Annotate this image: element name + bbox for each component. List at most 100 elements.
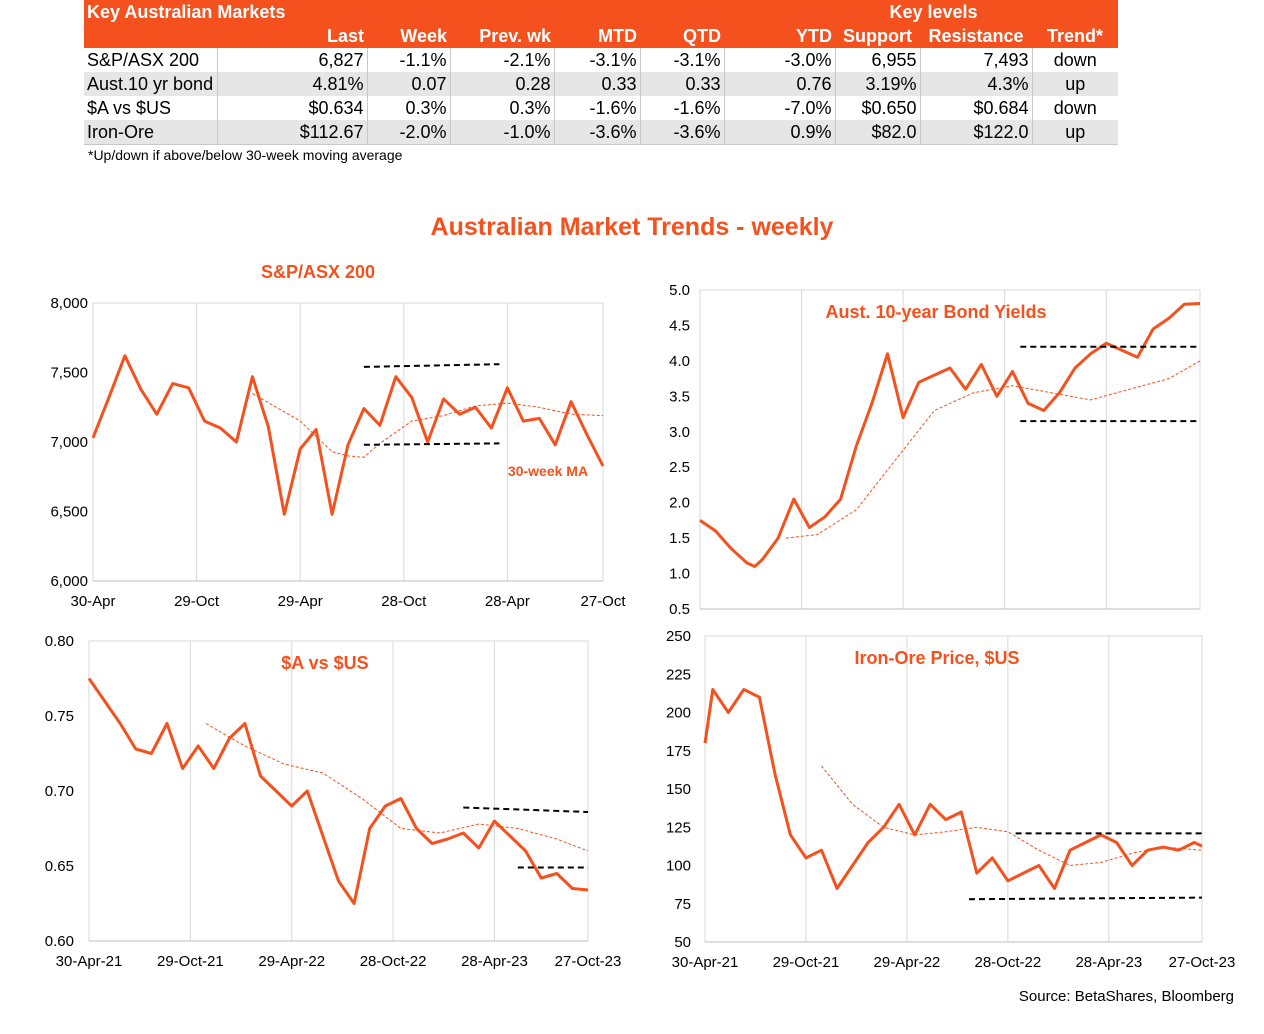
source-note: Source: BetaShares, Bloomberg <box>1018 988 1234 1005</box>
y-tick-label: 2.5 <box>669 459 690 476</box>
x-tick-label: 30-Apr-21 <box>56 953 123 970</box>
chart-2: 0.60 0.65 0.70 0.75 0.80 30-Apr-21 29-Oct-21 29… <box>45 633 622 970</box>
series-audusd <box>87 677 589 905</box>
table-header-row: Key Australian Markets Key levels <box>84 0 1119 24</box>
series-yield <box>699 302 1201 568</box>
y-tick-label: 1.5 <box>669 530 690 547</box>
table-header-row: Last Week Prev. wk MTD QTD YTD Support Resistan… <box>84 24 1119 48</box>
x-tick-label: 28-Oct-22 <box>360 953 427 970</box>
y-tick-label: 250 <box>666 628 691 645</box>
table-cell: $0.684 <box>920 96 1033 120</box>
y-tick-label: 0.60 <box>45 933 74 950</box>
table-cell: -1.0% <box>450 120 555 145</box>
column-header: MTD <box>554 24 640 48</box>
table-cell: -3.6% <box>640 120 725 145</box>
y-tick-label: 150 <box>666 781 691 798</box>
column-header: Week <box>367 24 450 48</box>
table-cell: -3.1% <box>640 48 725 72</box>
table-cell: up <box>1032 72 1119 96</box>
table-cell: 0.9% <box>724 120 836 145</box>
column-header: YTD <box>724 24 835 48</box>
y-tick-label: 4.5 <box>669 317 690 334</box>
column-header: Resistance <box>920 24 1033 48</box>
table-cell: 7,493 <box>920 48 1033 72</box>
table-cell: Aust.10 yr bond <box>84 72 218 96</box>
table-cell: 0.07 <box>367 72 451 96</box>
column-header: Prev. wk <box>450 24 554 48</box>
table-cell: -1.1% <box>367 48 451 72</box>
table-cell: 0.33 <box>640 72 725 96</box>
table-cell: -3.0% <box>724 48 836 72</box>
y-tick-label: 7,500 <box>50 365 88 382</box>
table-row: S&P/ASX 200 6,827 -1.1% -2.1% -3.1% -3.1% -3.0… <box>84 48 1118 72</box>
x-tick-label: 30-Apr <box>70 593 115 610</box>
table-cell: 6,827 <box>217 48 368 72</box>
y-tick-label: 8,000 <box>50 295 88 312</box>
x-tick-label: 28-Apr <box>485 593 530 610</box>
table-cell: 0.76 <box>724 72 836 96</box>
series-support <box>968 896 1203 901</box>
series-ma30 <box>205 723 589 852</box>
table-cell: S&P/ASX 200 <box>84 48 218 72</box>
table-header-cell <box>1032 0 1119 24</box>
table-cell: -1.6% <box>640 96 725 120</box>
table-cell: -3.6% <box>554 120 641 145</box>
table-header-cell: Key Australian Markets <box>84 0 835 24</box>
table-cell: 0.3% <box>450 96 555 120</box>
x-tick-label: 29-Apr <box>278 593 323 610</box>
y-tick-label: 6,500 <box>50 504 88 521</box>
chart-title: S&P/ASX 200 <box>261 262 375 282</box>
x-tick-label: 27-Oct-23 <box>1169 954 1236 971</box>
table-cell: 3.19% <box>835 72 921 96</box>
table-cell: -2.0% <box>367 120 451 145</box>
table-cell: $0.634 <box>217 96 368 120</box>
table-cell: 0.33 <box>554 72 641 96</box>
y-tick-label: 0.75 <box>45 708 74 725</box>
table-body: S&P/ASX 200 6,827 -1.1% -2.1% -3.1% -3.1% -3.0… <box>84 48 1119 145</box>
table-cell: 4.81% <box>217 72 368 96</box>
y-tick-label: 75 <box>674 896 691 913</box>
table-footnote: *Up/down if above/below 30-week moving a… <box>88 147 403 163</box>
table-cell: down <box>1053 97 1097 118</box>
plot-frame <box>88 640 589 942</box>
table-cell: $82.0 <box>835 120 921 145</box>
column-header <box>84 24 217 48</box>
x-tick-label: 27-Oct <box>580 593 626 610</box>
series-price <box>91 354 605 516</box>
x-tick-label: 29-Oct-21 <box>773 954 840 971</box>
y-tick-label: 3.0 <box>669 424 690 441</box>
table-row: $A vs $US $0.634 0.3% 0.3% -1.6% -1.6% -7.0% $0… <box>84 96 1118 120</box>
table-cell: $112.67 <box>217 120 368 145</box>
table-cell: -1.6% <box>554 96 641 120</box>
series-support <box>363 442 500 446</box>
table-cell: -7.0% <box>724 96 836 120</box>
table-cell: 4.3% <box>920 72 1033 96</box>
column-header: Trend* <box>1032 24 1119 48</box>
column-header: Last <box>217 24 367 48</box>
series-ma30 <box>785 360 1201 539</box>
plot-frame <box>699 289 1201 610</box>
x-tick-label: 29-Oct <box>174 593 220 610</box>
y-tick-label: 1.0 <box>669 566 690 583</box>
x-tick-label: 28-Oct <box>381 593 427 610</box>
x-tick-label: 29-Apr-22 <box>258 953 325 970</box>
table-row: Iron-Ore $112.67 -2.0% -1.0% -3.6% -3.6% 0.9% $… <box>84 120 1119 145</box>
x-tick-label: 29-Oct-21 <box>157 953 224 970</box>
chart-3: 50 75 100 125 150 175 200 225 250 30-Apr-21 29-Oct… <box>666 628 1235 971</box>
x-tick-label: 28-Apr-23 <box>1075 954 1142 971</box>
y-tick-label: 0.70 <box>45 783 74 800</box>
table-cell: $A vs $US <box>84 96 218 120</box>
table-cell: -2.1% <box>450 48 555 72</box>
table-header: Key Australian Markets Key levels Last Week… <box>84 0 1119 48</box>
x-tick-label: 30-Apr-21 <box>672 954 739 971</box>
y-tick-label: 7,000 <box>50 434 88 451</box>
chart-title: Iron-Ore Price, $US <box>854 648 1019 668</box>
series-iron_ore <box>703 688 1203 890</box>
table-cell: 0.28 <box>450 72 555 96</box>
table-cell: up <box>1032 120 1119 145</box>
series-ma30 <box>252 392 604 458</box>
y-tick-label: 4.0 <box>669 353 690 370</box>
y-tick-label: 5.0 <box>669 282 690 299</box>
y-tick-label: 0.65 <box>45 858 74 875</box>
table-cell: down <box>1053 49 1097 70</box>
